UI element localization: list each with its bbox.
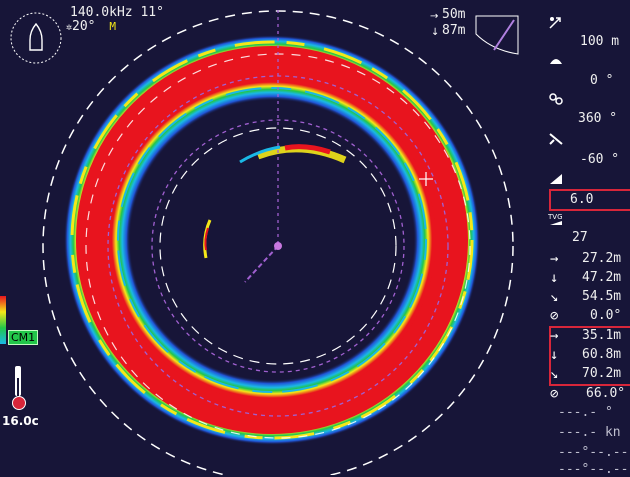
ship-center [274,242,282,250]
cursor-bearing: 0.0° [590,308,622,323]
thermometer-icon [15,366,21,396]
marker-box[interactable] [549,326,630,386]
range-value: 100 m [580,34,620,49]
cursor-depth: 47.2m [582,270,622,285]
frequency-tilt-readout: 140.0kHz 11° [70,5,164,20]
temperature-readout: 16.0c [2,414,39,428]
sector-icon[interactable] [548,92,564,106]
position-lon: ---°--.--- [558,462,630,477]
cursor-horizontal: 27.2m [582,251,622,266]
tilt-value: -60 ° [580,152,620,167]
marker-horizontal-icon: → [550,328,559,344]
echo-ring-fringe [70,40,474,440]
gain-icon[interactable] [548,172,564,186]
range-horizontal: 50m [442,7,466,22]
cursor-slant: 54.5m [582,289,622,304]
mode-badge: M [109,20,116,33]
cursor-cross[interactable] [419,172,433,186]
echo-ring-core [76,46,468,434]
sector-value: 360 ° [578,111,618,126]
marker-slant-icon: ↘ [550,366,559,382]
no-signal-icon [12,396,26,410]
train-value: 0 ° [590,73,614,88]
sector-indicator-icon [475,15,519,55]
color-scale-bar [0,296,6,344]
cursor-depth-icon: ↓ [550,270,559,286]
inner-echo-arc-cyan [239,145,281,164]
range-depth: 87m [442,23,466,38]
sonar-display[interactable]: → ↓ [0,0,548,475]
marker-bearing-icon: ⊘ [550,386,559,402]
range-h-arrow-icon: → [430,11,438,22]
heading-value: 20° [72,19,96,34]
ship-mode-icon[interactable] [10,12,62,64]
cursor-slant-icon: ↘ [550,289,559,305]
echo-ring-fringe-blue [117,87,427,393]
tvg-value: 27 [572,230,588,245]
tilt-icon[interactable] [548,132,564,146]
cursor-bearing-icon: ⊘ [550,308,559,324]
course-readout: ---.- ° [558,405,613,420]
marker-slant: 70.2m [582,366,622,381]
range-icon[interactable] [548,16,564,30]
position-lat: ---°--.--- [558,445,630,460]
inner-echo-small-red [204,227,209,251]
marker-depth-icon: ↓ [550,347,559,363]
guide-ring-inner [151,119,405,373]
heading-readout: ✲20° M [66,20,116,34]
cm-label[interactable]: CM1 [8,330,39,345]
heading-icon: ✲ [66,22,73,33]
inner-echo-arc-red [284,144,331,155]
right-info-panel: 100 m 0 ° 360 ° -60 ° 6.0 TVG 27 → 27.2m… [540,0,630,477]
range-d-arrow-icon: ↓ [431,27,439,38]
speed-readout: ---.- kn [558,425,621,440]
gain-value: 6.0 [570,192,594,207]
tilt-line [244,245,279,283]
gain-box[interactable] [549,189,630,211]
marker-bearing: 66.0° [586,386,626,401]
svg-text:TVG: TVG [548,213,563,221]
train-icon[interactable] [548,54,564,68]
echo-ring [64,35,480,445]
tvg-icon[interactable]: TVG [548,212,564,226]
cursor-horizontal-icon: → [550,251,559,267]
marker-horizontal: 35.1m [582,328,622,343]
marker-depth: 60.8m [582,347,622,362]
